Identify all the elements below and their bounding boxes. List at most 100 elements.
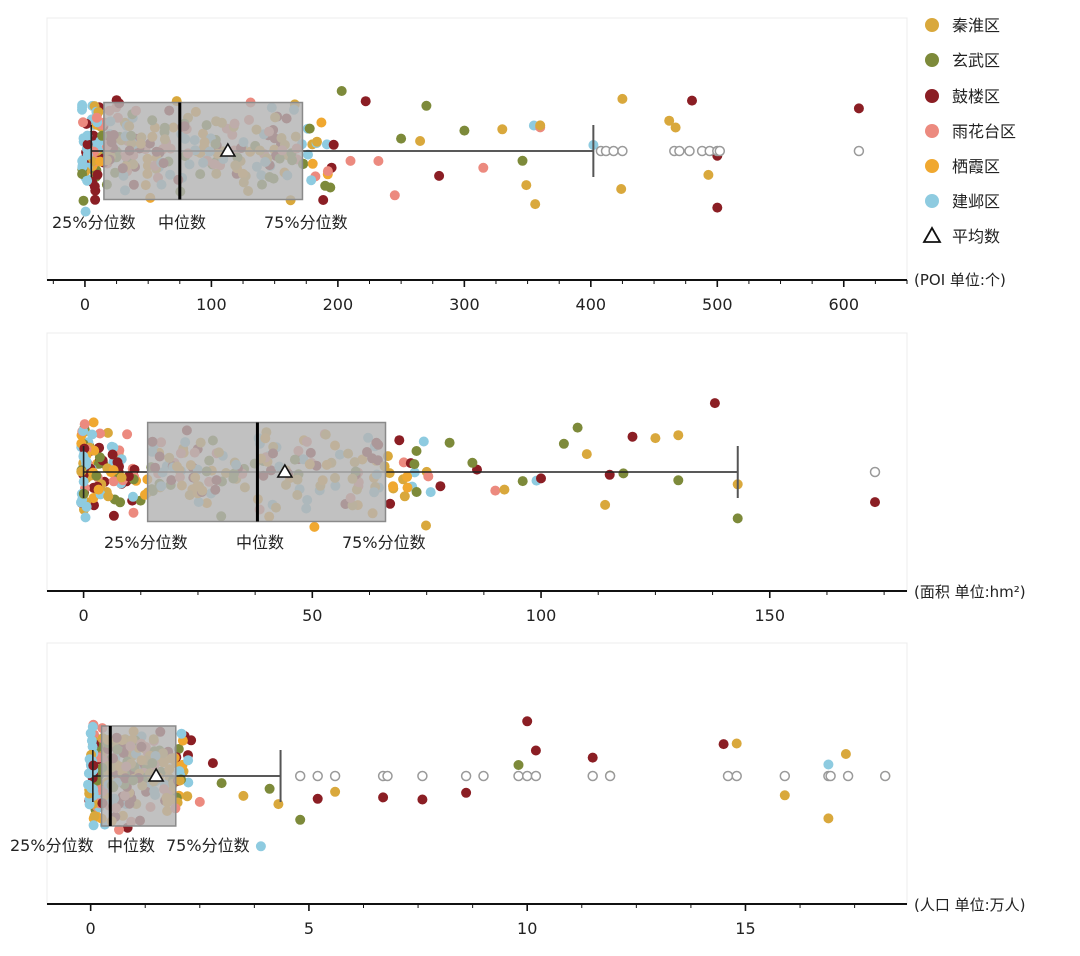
tick-group: 0 50 100 150 [79,591,885,625]
data-point [108,476,119,487]
outlier-point [329,770,341,782]
data-point [517,155,528,166]
data-point [103,491,114,502]
data-point [122,429,133,440]
data-point [89,181,100,192]
data-point [295,814,306,825]
q1-annotation: 25%分位数 [10,836,94,855]
data-point [93,484,104,495]
data-point [399,491,410,502]
data-point [572,422,583,433]
data-point [92,169,103,180]
tick-label: 0 [86,919,96,938]
data-point [415,136,426,146]
outlier-point [460,770,472,782]
data-point [373,156,384,166]
data-point [423,471,434,482]
data-point [536,473,546,484]
legend-label-jianye: 建邺区 [952,192,1000,211]
data-point [78,195,89,206]
data-point [521,180,532,191]
data-point [194,796,205,807]
q3-annotation: 75%分位数 [166,836,250,855]
outlier-point [879,770,891,782]
data-point [345,155,356,166]
tick-group: 0 100 200 300 400 500 600 [52,280,908,314]
data-point [394,435,405,446]
box-group [92,725,282,827]
data-point [360,96,371,107]
legend-label-mean: 平均数 [952,227,1000,246]
legend-dot-qixia [925,159,939,173]
outlier-point [674,145,685,157]
data-point [513,760,524,770]
data-point [497,124,508,135]
data-point [478,162,489,173]
data-point [78,117,88,128]
outlier-point [382,770,393,782]
data-point [336,86,347,96]
data-point [306,175,317,186]
outlier-point [714,145,726,157]
data-point [82,130,93,141]
legend-label-yuhuatai: 雨花台区 [952,122,1016,141]
data-point [316,117,327,128]
data-point [76,497,86,508]
tick-label: 50 [302,606,322,625]
q1-annotation: 25%分位数 [104,533,188,552]
mean-marker [147,767,165,782]
data-point [309,521,320,532]
median-annotation: 中位数 [236,533,284,552]
unit-label: (面积 单位:hm²) [914,583,1026,601]
outlier-group [869,466,881,478]
outlier-point [722,770,734,782]
data-point [80,455,91,466]
legend-label-qinhuai: 秦淮区 [952,16,1000,35]
data-point [517,476,528,487]
iqr-box [103,101,304,201]
median-annotation: 中位数 [107,836,155,855]
outlier-point [530,770,542,782]
tick-label: 150 [754,606,785,625]
data-point [183,755,194,766]
unit-label: (人口 单位:万人) [914,896,1026,914]
box-group [82,421,739,523]
data-point [673,475,684,486]
data-point [80,206,91,217]
panel-area: 25%分位数 中位数 75%分位数 0 50 100 150 (面积 单位:hm²) [46,332,1026,625]
data-point [617,93,628,104]
data-point [587,752,598,763]
outlier-point [617,145,628,157]
data-point [322,166,333,177]
data-point [128,491,138,502]
legend-dot-qinhuai [925,18,939,32]
data-point [114,824,124,835]
legend-item-mean: 平均数 [922,226,1000,246]
data-point [318,195,329,205]
legend-item-qixia: 栖霞区 [925,157,1000,176]
data-point [435,481,446,492]
data-point [255,841,266,852]
tick-label: 300 [449,295,480,314]
data-point [238,790,249,801]
panel-population: 25%分位数 中位数 75%分位数 0 5 10 15 (人口 单位:万人) [10,642,1026,938]
annotation-group: 25%分位数 中位数 75%分位数 [10,836,250,855]
data-point [91,112,102,123]
data-point [535,120,546,131]
data-point [411,446,422,456]
data-point [325,182,336,193]
data-point [312,136,322,147]
outlier-point [684,145,695,157]
tick-label: 600 [828,295,859,314]
data-point [703,169,714,180]
data-point [418,436,429,447]
data-point [388,481,398,492]
data-point [89,445,100,456]
data-point [112,457,123,468]
outlier-point [587,770,598,782]
data-point [627,431,638,442]
legend-item-yuhuatai: 雨花台区 [925,122,1016,141]
mean-marker [276,463,294,478]
data-point [328,139,339,150]
data-point [216,778,227,789]
